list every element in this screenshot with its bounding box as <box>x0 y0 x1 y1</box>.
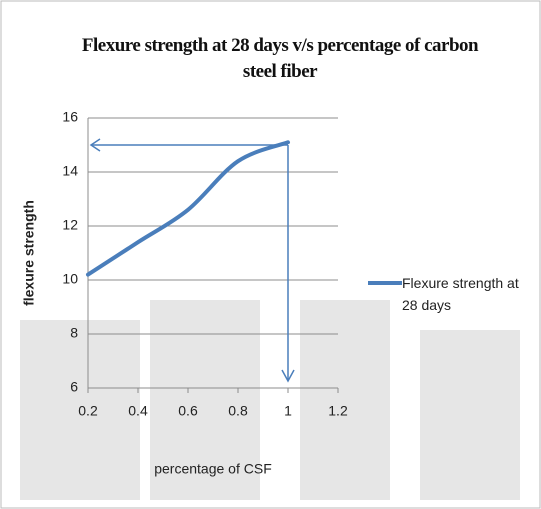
y-tick-label: 12 <box>62 217 78 233</box>
watermark <box>20 300 520 500</box>
legend-label: Flexure strength at 28 days <box>402 275 519 313</box>
y-tick-label: 8 <box>70 325 78 341</box>
x-axis-label: percentage of CSF <box>154 461 272 477</box>
chart-title: Flexure strength at 28 days v/s percenta… <box>81 35 479 82</box>
x-tick-label: 0.8 <box>228 403 248 419</box>
x-tick-label: 1.2 <box>328 403 348 419</box>
x-tick-label: 0.2 <box>78 403 98 419</box>
x-tick-label: 0.4 <box>128 403 148 419</box>
annotation-arrows <box>89 138 295 383</box>
y-tick-label: 14 <box>62 163 78 179</box>
y-tick-label: 10 <box>62 271 78 287</box>
x-tick-label: 0.6 <box>178 403 198 419</box>
watermark-shape <box>20 320 140 500</box>
series-line <box>86 140 290 277</box>
x-tick-label: 1 <box>284 403 292 419</box>
arrow-head <box>281 369 295 383</box>
y-tick-label: 16 <box>62 109 78 125</box>
plot-area: 6 8 10 12 14 16 0.2 0.4 0.6 0.8 1 1.2 <box>62 109 348 419</box>
watermark-shape <box>150 300 260 500</box>
watermark-shape <box>420 330 520 500</box>
arrow-head <box>89 138 101 152</box>
watermark-shape <box>300 300 390 500</box>
y-tick-label: 6 <box>70 379 78 395</box>
y-axis-label: flexure strength <box>21 200 37 306</box>
